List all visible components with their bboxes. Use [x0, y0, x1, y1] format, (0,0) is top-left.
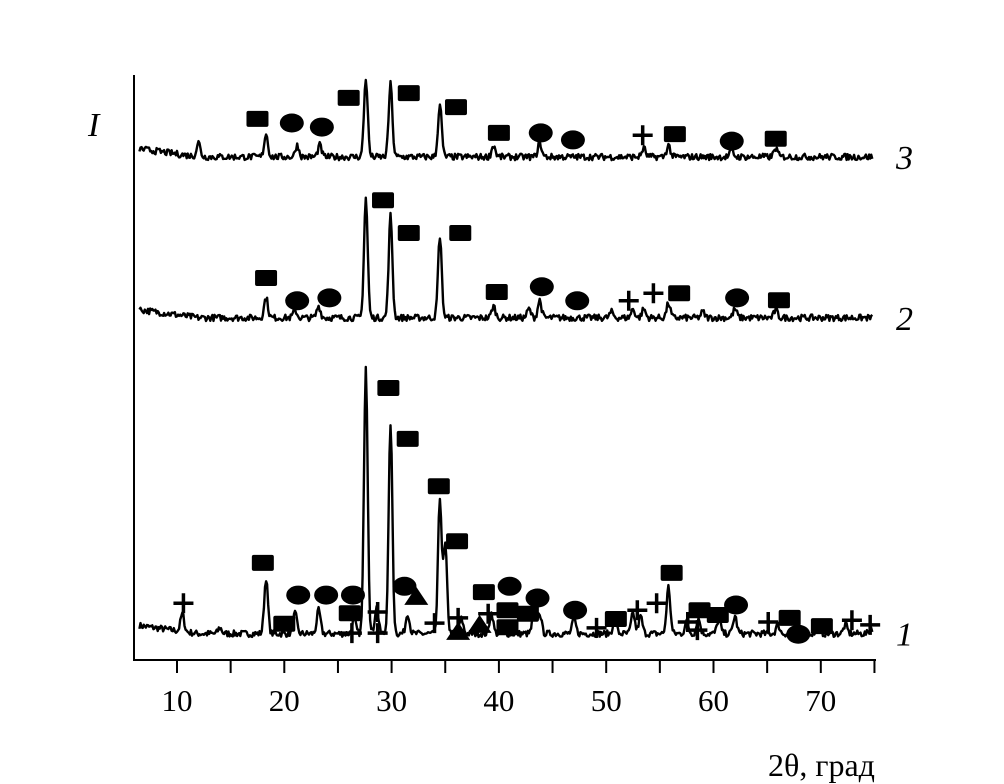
plus-marker: [841, 610, 862, 631]
square-marker: [688, 602, 711, 619]
square-marker: [496, 602, 519, 619]
square-marker: [337, 89, 360, 106]
square-marker: [449, 224, 472, 241]
square-marker: [397, 85, 420, 102]
plus-marker: [758, 611, 779, 632]
series-label-1: 1: [896, 617, 913, 654]
triangle-marker: [404, 586, 429, 605]
square-marker: [810, 618, 833, 635]
plus-marker: [173, 593, 194, 614]
plus-marker: [632, 125, 653, 146]
circle-marker: [565, 291, 590, 311]
square-marker: [487, 124, 510, 141]
square-marker: [767, 292, 790, 309]
square-marker: [255, 269, 278, 286]
circle-marker: [314, 585, 339, 605]
plus-marker: [424, 613, 445, 634]
square-marker: [396, 430, 419, 447]
square-marker: [372, 192, 395, 209]
square-marker: [668, 285, 691, 302]
x-tick-label: 40: [483, 683, 514, 718]
square-marker: [764, 130, 787, 147]
circle-marker: [724, 595, 749, 615]
circle-marker: [725, 288, 750, 308]
x-tick-label: 70: [805, 683, 836, 718]
x-tick-label: 50: [591, 683, 622, 718]
circle-marker: [309, 117, 334, 137]
circle-marker: [286, 585, 311, 605]
plus-marker: [627, 600, 648, 621]
circle-marker: [497, 576, 522, 596]
pattern-2-trace: [138, 196, 874, 323]
circle-marker: [563, 600, 588, 620]
plus-marker: [341, 623, 362, 644]
circle-marker: [285, 291, 310, 311]
circle-marker: [392, 576, 417, 596]
triangle-marker: [467, 614, 492, 633]
square-marker: [251, 554, 274, 571]
triangle-marker: [446, 621, 471, 640]
x-tick-label: 30: [376, 683, 407, 718]
plus-marker: [478, 603, 499, 624]
plus-marker: [643, 283, 664, 304]
square-marker: [397, 224, 420, 241]
x-axis-label: 2θ, град: [768, 747, 875, 783]
series-label-3: 3: [895, 140, 913, 177]
circle-marker: [719, 131, 744, 151]
circle-marker: [525, 588, 550, 608]
square-marker: [516, 605, 539, 622]
circle-marker: [528, 123, 553, 143]
pattern-1-trace: [138, 365, 874, 639]
x-tick-label: 20: [269, 683, 300, 718]
square-marker: [446, 533, 469, 550]
series-label-2: 2: [896, 301, 913, 338]
square-marker: [472, 584, 495, 601]
square-marker: [604, 611, 627, 628]
square-marker: [377, 379, 400, 396]
square-marker: [706, 606, 729, 623]
plus-marker: [367, 623, 388, 644]
plus-marker: [687, 620, 708, 641]
square-marker: [338, 605, 361, 622]
plus-marker: [618, 290, 639, 311]
circle-marker: [560, 130, 585, 150]
square-marker: [273, 615, 296, 632]
x-tick-label: 60: [698, 683, 729, 718]
plus-marker: [367, 602, 388, 623]
square-marker: [660, 564, 683, 581]
circle-marker: [786, 624, 811, 644]
pattern-3-trace: [138, 78, 874, 162]
plus-marker: [646, 593, 667, 614]
plus-marker: [586, 617, 607, 638]
x-tick-label: 10: [162, 683, 193, 718]
square-marker: [663, 126, 686, 143]
square-marker: [427, 478, 450, 495]
y-axis-label: I: [87, 107, 101, 144]
circle-marker: [317, 288, 342, 308]
square-marker: [778, 609, 801, 626]
circle-marker: [529, 277, 554, 297]
plus-marker: [860, 614, 881, 635]
circle-marker: [279, 113, 304, 133]
square-marker: [485, 284, 508, 301]
square-marker: [246, 110, 269, 127]
square-marker: [444, 99, 467, 116]
square-marker: [496, 619, 519, 636]
circle-marker: [340, 585, 365, 605]
